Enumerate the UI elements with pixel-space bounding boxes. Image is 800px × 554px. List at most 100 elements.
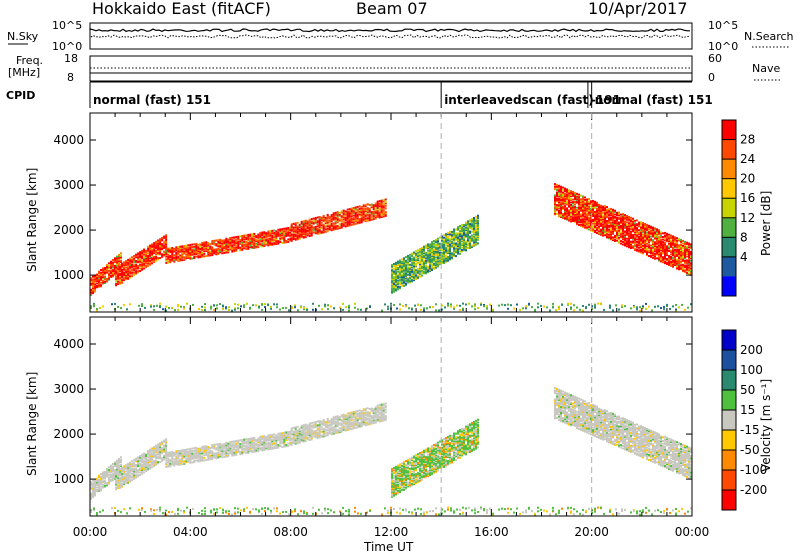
power-cell [163, 252, 166, 254]
velocity-cell [189, 449, 192, 452]
power-cell [391, 289, 393, 292]
power-cell [622, 227, 624, 230]
power-cell [201, 241, 204, 244]
velocity-cell [119, 473, 122, 476]
power-cell [560, 204, 562, 207]
power-cell [205, 242, 208, 245]
power-cell [336, 227, 339, 230]
power-cell [451, 242, 453, 245]
power-cell [223, 251, 226, 254]
power-cell [127, 261, 130, 264]
power-cell [201, 249, 204, 252]
power-cell [153, 245, 156, 248]
power-cell [568, 209, 570, 212]
power-cell [680, 240, 682, 243]
power-cell [328, 224, 331, 227]
velocity-cell [151, 453, 154, 456]
power-cell [560, 209, 562, 212]
power-cell [159, 245, 162, 248]
power-cell [467, 238, 469, 241]
power-cell [447, 245, 449, 248]
power-cell [328, 215, 331, 218]
power-cell [382, 200, 385, 203]
power-cell [461, 240, 463, 243]
velocity-cell [187, 452, 190, 455]
power-cell [259, 233, 262, 236]
power-cell [640, 233, 642, 236]
velocity-cell [155, 457, 158, 460]
power-cell [638, 241, 640, 244]
power-cell [586, 227, 588, 230]
power-cell [423, 255, 425, 258]
power-cell [674, 237, 676, 240]
power-cell [632, 227, 634, 230]
velocity-cell [133, 461, 136, 464]
velocity-cell [151, 449, 154, 452]
power-cell [640, 226, 642, 229]
power-cell [439, 251, 441, 254]
power-cell [151, 259, 154, 262]
power-cell [310, 225, 313, 228]
power-cell [604, 209, 606, 211]
power-cell [163, 236, 166, 239]
power-cell [676, 259, 678, 262]
velocity-cell [90, 482, 92, 485]
power-cell [108, 277, 110, 280]
power-cell [237, 307, 239, 310]
power-cell [320, 221, 323, 224]
power-cell [173, 260, 176, 263]
power-cell [98, 274, 100, 277]
power-cell [135, 256, 138, 259]
power-cell [640, 236, 642, 239]
power-cell [642, 236, 644, 238]
power-cell [455, 237, 457, 240]
power-cell [364, 208, 367, 211]
power-cell [564, 202, 566, 205]
velocity-cell [185, 457, 188, 460]
velocity-cell [94, 484, 96, 487]
power-cell [603, 308, 605, 311]
power-cell [243, 247, 246, 250]
power-cell [576, 216, 578, 219]
power-cell [602, 218, 604, 221]
power-cell [582, 224, 584, 227]
power-cell [145, 258, 148, 261]
velocity-cell [167, 458, 170, 460]
power-cell [143, 256, 146, 259]
power-cell [391, 264, 393, 267]
power-cell [610, 209, 612, 212]
power-cell [634, 226, 636, 229]
power-cell [215, 250, 218, 253]
power-cell [235, 242, 238, 245]
power-cell [628, 233, 630, 236]
power-cell [626, 231, 628, 234]
power-cell [427, 268, 429, 271]
power-cell [582, 219, 584, 222]
power-cell [374, 206, 377, 209]
power-cell [207, 247, 210, 250]
power-cell [261, 244, 264, 247]
power-cell [131, 275, 134, 278]
velocity-cell [123, 466, 126, 469]
power-cell [558, 188, 560, 191]
power-cell [143, 262, 146, 265]
power-cell [215, 252, 218, 255]
power-cell [626, 244, 628, 246]
velocity-cell [143, 457, 146, 460]
power-cell [342, 221, 345, 223]
power-cell [644, 236, 646, 239]
power-cell [324, 216, 327, 219]
power-cell [261, 239, 264, 242]
power-cell [193, 243, 196, 246]
power-cell [463, 241, 465, 244]
power-cell [429, 267, 431, 270]
velocity-cell [171, 462, 174, 465]
power-cell [110, 260, 112, 263]
power-cell [265, 238, 268, 241]
velocity-cell [104, 474, 106, 477]
power-cell [241, 243, 244, 246]
power-cell [469, 245, 471, 248]
power-cell [145, 253, 148, 256]
power-cell [300, 235, 303, 238]
power-cell [395, 289, 397, 292]
